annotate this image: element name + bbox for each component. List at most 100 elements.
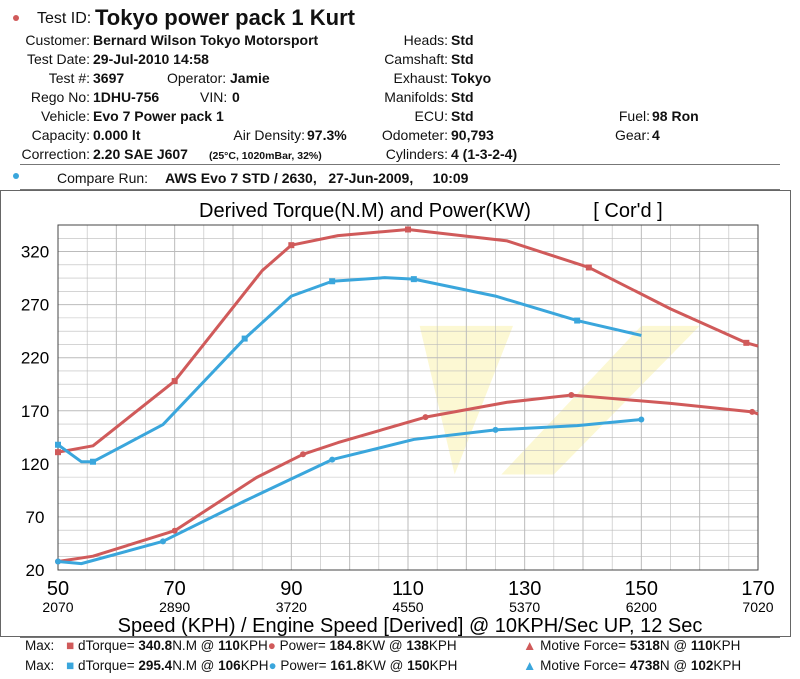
unit-kph: KPH xyxy=(712,638,741,653)
data-point xyxy=(749,408,756,415)
unit-kph: KPH xyxy=(240,658,269,673)
camshaft-label: Camshaft: xyxy=(384,51,448,67)
y-tick-label: 170 xyxy=(21,402,49,421)
correction-label: Correction: xyxy=(21,146,90,162)
mf-at: 110 xyxy=(690,638,713,653)
mf-unit: N @ xyxy=(659,658,688,673)
y-tick-label: 220 xyxy=(21,349,49,368)
data-point xyxy=(288,242,295,249)
motive-force: ▲ Motive Force= 4738N @ 102KPH xyxy=(523,658,741,673)
dtorque-label: dTorque= xyxy=(77,658,135,673)
data-point xyxy=(90,458,96,465)
data-point xyxy=(405,226,411,233)
square-marker-icon: ■ xyxy=(66,638,75,653)
unit-kph: KPH xyxy=(429,658,458,673)
data-point xyxy=(160,538,166,545)
circle-marker-icon: ● xyxy=(268,658,277,673)
data-point xyxy=(171,527,178,534)
power-at: 150 xyxy=(407,658,430,673)
unit-kph: KPH xyxy=(239,638,268,653)
triangle-marker-icon: ▲ xyxy=(523,658,537,673)
exhaust: Tokyo xyxy=(451,70,492,86)
dtorque-at: 106 xyxy=(218,658,241,673)
data-point xyxy=(492,426,499,433)
air-density-label: Air Density: xyxy=(233,127,305,143)
blue-run-dot-icon xyxy=(13,173,19,179)
power-unit: KW @ xyxy=(364,658,404,673)
cylinders: 4 (1-3-2-4) xyxy=(451,146,518,162)
dtorque-unit: N.M @ xyxy=(172,638,215,653)
data-point xyxy=(422,414,429,421)
correction: 2.20 SAE J607 xyxy=(93,146,188,162)
dtorque-at: 110 xyxy=(218,638,240,653)
x-rpm-tick-label: 2890 xyxy=(159,599,190,615)
data-point xyxy=(55,449,61,456)
dtorque-label: dTorque= xyxy=(77,638,135,653)
mf-at: 102 xyxy=(690,658,714,673)
operator: Jamie xyxy=(230,70,270,86)
power-label: Power= xyxy=(279,638,326,653)
operator-label: Operator: xyxy=(167,70,227,86)
heads-label: Heads: xyxy=(403,32,448,48)
y-tick-label: 270 xyxy=(21,296,49,315)
y-tick-label: 120 xyxy=(21,455,49,474)
series-line xyxy=(57,227,759,454)
rego: 1DHU-756 xyxy=(93,89,160,105)
x-tick-label: 130 xyxy=(508,578,541,600)
mf-label: Motive Force= xyxy=(540,638,627,653)
ecu-label: ECU: xyxy=(414,108,448,124)
max-label: Max: xyxy=(25,638,55,653)
x-rpm-tick-label: 4550 xyxy=(392,599,423,615)
exhaust-label: Exhaust: xyxy=(393,70,448,86)
x-tick-label: 50 xyxy=(47,578,69,600)
square-marker-icon: ■ xyxy=(66,658,75,673)
data-point xyxy=(55,558,61,565)
data-point xyxy=(329,456,336,463)
x-rpm-tick-label: 6200 xyxy=(626,599,657,615)
ecu: Std xyxy=(451,108,474,124)
x-tick-label: 70 xyxy=(164,578,186,600)
triangle-marker-icon: ▲ xyxy=(523,638,537,653)
manifolds-label: Manifolds: xyxy=(384,89,448,105)
data-point xyxy=(300,451,306,458)
air-density: 97.3% xyxy=(307,127,347,143)
x-tick-label: 110 xyxy=(392,578,424,600)
data-point xyxy=(585,264,592,271)
mf-unit: N @ xyxy=(659,638,688,653)
test-id: Tokyo power pack 1 Kurt xyxy=(95,5,355,30)
divider xyxy=(20,189,780,190)
compare-label: Compare Run: xyxy=(57,170,149,186)
x-rpm-tick-label: 2070 xyxy=(42,599,73,615)
divider xyxy=(20,637,780,638)
customer-label: Customer: xyxy=(25,32,90,48)
x-tick-label: 170 xyxy=(741,578,774,600)
rego-label: Rego No: xyxy=(30,89,90,105)
x-rpm-tick-label: 3720 xyxy=(276,599,307,615)
motive-force: ▲ Motive Force= 5318N @ 110KPH xyxy=(523,638,740,653)
test-id-label: Test ID: xyxy=(37,10,92,27)
power-value: 184.8 xyxy=(329,638,364,653)
y-tick-label: 320 xyxy=(21,243,49,262)
watermark-logo xyxy=(419,325,700,475)
vin: 0 xyxy=(232,89,240,105)
gear: 4 xyxy=(652,127,660,143)
power-unit: KW @ xyxy=(363,638,403,653)
x-tick-label: 150 xyxy=(625,578,658,600)
chart-frame xyxy=(0,190,791,637)
odometer-label: Odometer: xyxy=(381,127,448,143)
gear-label: Gear: xyxy=(614,127,650,143)
max-label: Max: xyxy=(25,658,55,673)
data-point xyxy=(638,416,645,423)
camshaft: Std xyxy=(451,51,474,67)
power-label: Power= xyxy=(280,658,327,673)
power-value: 161.8 xyxy=(330,658,365,673)
data-point xyxy=(241,335,248,342)
data-point xyxy=(568,392,575,399)
test-num-label: Test #: xyxy=(48,70,90,86)
circle-marker-icon: ● xyxy=(267,638,276,653)
customer: Bernard Wilson Tokyo Motorsport xyxy=(93,32,319,48)
dtorque-value: 295.4 xyxy=(138,658,173,673)
odometer: 90,793 xyxy=(451,127,494,143)
data-point xyxy=(55,441,61,448)
fuel: 98 Ron xyxy=(652,108,699,124)
